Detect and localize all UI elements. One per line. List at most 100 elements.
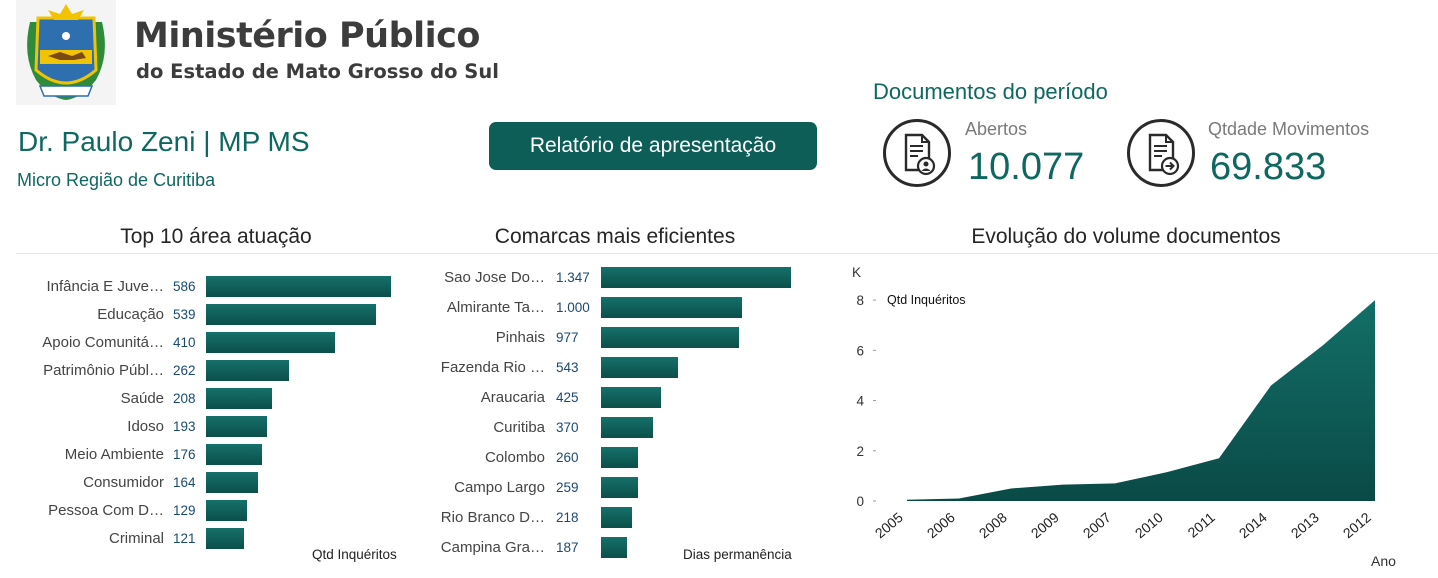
bar-value-label: 543 bbox=[556, 360, 579, 375]
bar[interactable] bbox=[601, 417, 654, 438]
y-tick-label: 8 bbox=[856, 293, 864, 308]
bar-value-label: 193 bbox=[173, 419, 196, 434]
area-chart-evolucao: 0 2 4 6 8 K Qtd Inquéritos 2005 2006 2008 2009 2007… bbox=[852, 265, 1396, 569]
bar-row[interactable]: Consumidor 164 bbox=[0, 472, 258, 494]
bar-category-label: Curitiba bbox=[493, 419, 545, 436]
area-series[interactable] bbox=[907, 300, 1375, 501]
y-tick-label: 6 bbox=[856, 343, 864, 358]
bar[interactable] bbox=[206, 360, 289, 381]
bar-value-label: 218 bbox=[556, 510, 579, 525]
bar-row[interactable]: Apoio Comunitá… 410 bbox=[0, 332, 336, 354]
x-tick-label: 2014 bbox=[1236, 509, 1270, 541]
bar-category-label: Fazenda Rio … bbox=[440, 359, 545, 376]
kpi-abertos-value: 10.077 bbox=[968, 146, 1085, 188]
bar-value-label: 410 bbox=[173, 335, 196, 350]
bar[interactable] bbox=[206, 416, 267, 437]
bar-row[interactable]: Idoso 193 bbox=[0, 416, 267, 438]
x-tick-label: 2005 bbox=[872, 509, 906, 541]
x-tick-label: 2011 bbox=[1185, 509, 1219, 541]
bar-category-label: Almirante Ta… bbox=[446, 299, 545, 316]
bar-value-label: 1.000 bbox=[556, 300, 590, 315]
bar[interactable] bbox=[206, 332, 336, 353]
bar-row[interactable]: Almirante Ta… 1.000 bbox=[0, 297, 743, 319]
bar-row[interactable]: Campina Gra… 187 bbox=[0, 537, 628, 559]
region-label: Micro Região de Curitiba bbox=[17, 170, 216, 190]
bar-row[interactable]: Infância E Juve… 586 bbox=[0, 276, 391, 298]
chart-title-area-atuacao: Top 10 área atuação bbox=[120, 225, 312, 248]
bar[interactable] bbox=[601, 327, 739, 348]
bar[interactable] bbox=[206, 304, 377, 325]
crest-icon bbox=[16, 0, 116, 105]
bar[interactable] bbox=[206, 444, 262, 465]
x-axis-label: Ano bbox=[1371, 553, 1396, 569]
bar-row[interactable]: Campo Largo 259 bbox=[0, 477, 638, 499]
bar[interactable] bbox=[601, 357, 678, 378]
bar-value-label: 164 bbox=[173, 475, 196, 490]
person-name: Dr. Paulo Zeni | MP MS bbox=[18, 126, 310, 157]
y-unit-label: K bbox=[852, 265, 861, 280]
bar-row[interactable]: Pessoa Com D… 129 bbox=[0, 500, 247, 522]
kpi-movimentos-value: 69.833 bbox=[1210, 146, 1327, 188]
bar[interactable] bbox=[206, 472, 258, 493]
x-tick-label: 2013 bbox=[1288, 509, 1322, 541]
bar[interactable] bbox=[601, 507, 632, 528]
bar-category-label: Araucaria bbox=[480, 389, 545, 406]
bar-row[interactable]: Criminal 121 bbox=[0, 528, 245, 550]
bar[interactable] bbox=[206, 276, 391, 297]
bar-value-label: 1.347 bbox=[556, 270, 590, 285]
bar-row[interactable]: Meio Ambiente 176 bbox=[0, 444, 262, 466]
bar-value-label: 425 bbox=[556, 390, 579, 405]
bar-category-label: Pinhais bbox=[495, 329, 545, 346]
kpi-movimentos-label: Qtdade Movimentos bbox=[1208, 119, 1370, 139]
bar-category-label: Saúde bbox=[120, 390, 164, 407]
kpi-abertos-label: Abertos bbox=[965, 119, 1028, 139]
bar-row[interactable]: Saúde 208 bbox=[0, 388, 272, 410]
bar[interactable] bbox=[206, 388, 272, 409]
x-tick-label: 2012 bbox=[1340, 509, 1374, 541]
bar-row[interactable]: Fazenda Rio … 543 bbox=[0, 357, 678, 379]
bar-category-label: Meio Ambiente bbox=[64, 446, 164, 463]
x-tick-label: 2006 bbox=[924, 509, 958, 541]
bar-row[interactable]: Araucaria 425 bbox=[0, 387, 661, 409]
bar[interactable] bbox=[206, 500, 247, 521]
bar-value-label: 262 bbox=[173, 363, 196, 378]
y-tick-label: 2 bbox=[856, 444, 864, 459]
x-tick-label: 2009 bbox=[1028, 509, 1062, 541]
document-arrow-icon bbox=[1127, 119, 1195, 187]
report-button[interactable]: Relatório de apresentação bbox=[489, 122, 817, 170]
bar-category-label: Sao Jose Do… bbox=[444, 269, 545, 286]
bar-category-label: Consumidor bbox=[83, 474, 164, 491]
bar-category-label: Educação bbox=[97, 306, 164, 323]
y-tick-label: 0 bbox=[856, 494, 864, 509]
bar[interactable] bbox=[206, 528, 245, 549]
bar-value-label: 259 bbox=[556, 480, 579, 495]
bar-value-label: 977 bbox=[556, 330, 579, 345]
bar-row[interactable]: Educação 539 bbox=[0, 304, 377, 326]
bar-row[interactable]: Patrimônio Públ… 262 bbox=[0, 360, 289, 382]
bar[interactable] bbox=[601, 447, 638, 468]
bar-row[interactable]: Curitiba 370 bbox=[0, 417, 654, 439]
bar-value-label: 539 bbox=[173, 307, 196, 322]
org-name: Ministério Público bbox=[134, 16, 480, 56]
bar-category-label: Pessoa Com D… bbox=[48, 502, 164, 519]
divider bbox=[16, 253, 1438, 254]
bar-row[interactable]: Colombo 260 bbox=[0, 447, 638, 469]
bar-category-label: Rio Branco D… bbox=[440, 509, 545, 526]
bar-row[interactable]: Rio Branco D… 218 bbox=[0, 507, 632, 529]
bar-value-label: 129 bbox=[173, 503, 196, 518]
bar[interactable] bbox=[601, 267, 791, 288]
bar-value-label: 260 bbox=[556, 450, 579, 465]
bar-row[interactable]: Sao Jose Do… 1.347 bbox=[0, 267, 791, 289]
chart-title-comarcas: Comarcas mais eficientes bbox=[494, 225, 736, 248]
bar[interactable] bbox=[601, 477, 638, 498]
bar-category-label: Infância E Juve… bbox=[46, 278, 164, 295]
x-tick-label: 2008 bbox=[976, 509, 1010, 541]
bar-chart-1-xlabel: Qtd Inquéritos bbox=[312, 547, 397, 562]
bar-row[interactable]: Pinhais 977 bbox=[0, 327, 739, 349]
bar[interactable] bbox=[601, 387, 661, 408]
bar[interactable] bbox=[601, 297, 743, 318]
chart-title-evolucao: Evolução do volume documentos bbox=[971, 225, 1281, 248]
bar-category-label: Apoio Comunitá… bbox=[42, 334, 164, 351]
y-axis-label: Qtd Inquéritos bbox=[887, 293, 966, 307]
bar[interactable] bbox=[601, 537, 628, 558]
